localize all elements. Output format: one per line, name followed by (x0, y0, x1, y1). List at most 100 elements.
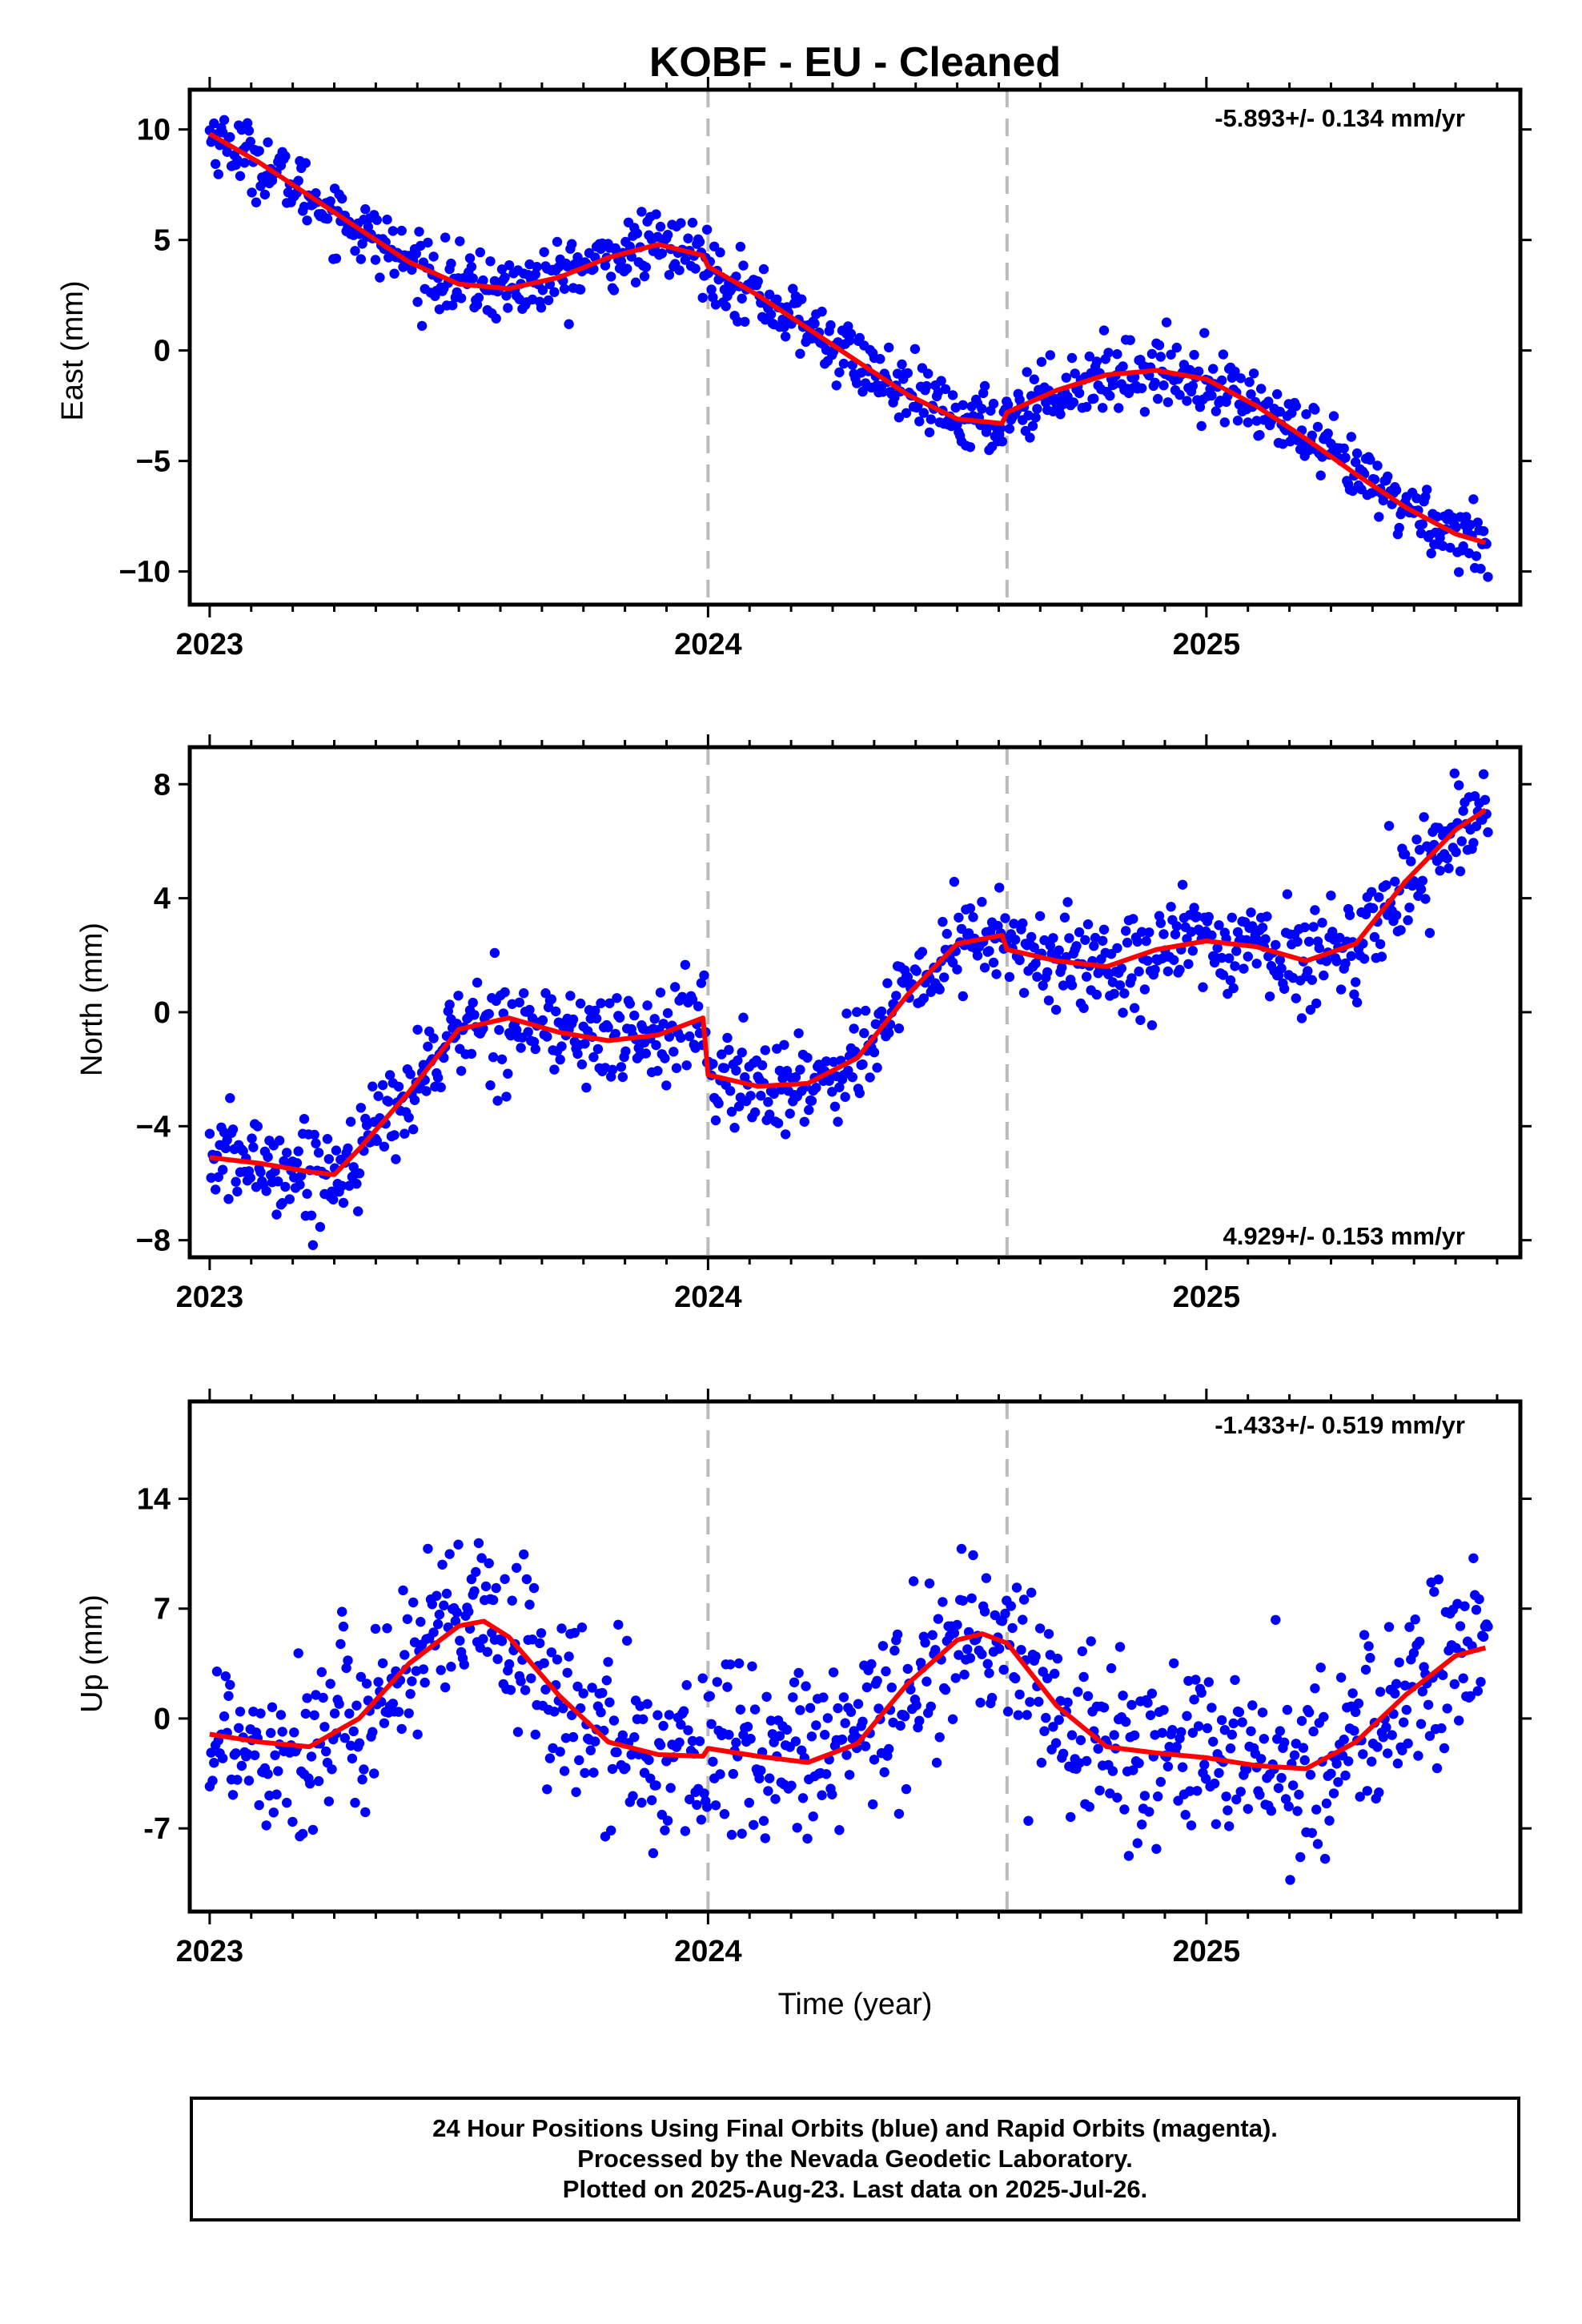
east-data-point (411, 248, 421, 259)
up-data-point (444, 1549, 455, 1559)
north-data-point (1375, 939, 1386, 950)
up-data-point (1016, 1645, 1026, 1655)
north-data-point (408, 1124, 419, 1135)
up-data-point (396, 1723, 407, 1735)
east-data-point (1105, 391, 1115, 401)
up-data-point (646, 1795, 657, 1806)
up-data-point (418, 1664, 429, 1675)
up-data-point (521, 1574, 532, 1585)
north-data-point (1442, 853, 1452, 864)
north-data-point (1030, 958, 1041, 969)
north-data-point (1189, 903, 1199, 913)
up-data-point (606, 1825, 616, 1835)
up-data-point (562, 1667, 572, 1678)
east-data-point (1458, 541, 1468, 552)
up-plot-frame (187, 1399, 1523, 1914)
north-data-point (1303, 966, 1313, 976)
east-data-point (616, 255, 627, 267)
east-data-point (387, 226, 398, 236)
up-data-point (1169, 1658, 1179, 1669)
north-data-point (1216, 952, 1227, 963)
east-data-point (1029, 374, 1040, 384)
north-data-point (994, 883, 1005, 893)
north-data-point (756, 1091, 766, 1101)
up-data-point (576, 1622, 588, 1633)
up-data-point (1219, 1725, 1231, 1735)
north-data-point (942, 928, 953, 939)
up-data-point (934, 1732, 945, 1743)
up-data-point (749, 1704, 761, 1715)
up-data-point (617, 1730, 628, 1740)
up-data-point (496, 1636, 508, 1647)
east-data-point (997, 436, 1008, 447)
up-data-point (334, 1699, 344, 1709)
east-data-point (245, 136, 255, 147)
east-data-point (1246, 389, 1256, 400)
north-data-point (763, 1096, 773, 1108)
up-data-point (886, 1683, 897, 1693)
up-data-point (756, 1765, 766, 1775)
up-data-point (476, 1553, 487, 1563)
up-data-point (1180, 1810, 1191, 1820)
up-data-point (1189, 1695, 1199, 1705)
up-data-point (866, 1659, 877, 1670)
up-data-point (568, 1731, 579, 1743)
up-data-point (1292, 1806, 1303, 1816)
east-data-point (831, 380, 842, 391)
north-data-point (484, 1008, 494, 1019)
up-data-point (235, 1707, 246, 1717)
north-data-point (624, 999, 635, 1009)
up-data-point (338, 1621, 349, 1632)
up-data-point (1039, 1726, 1050, 1736)
north-data-point (956, 923, 967, 935)
east-ytick-label: −10 (119, 556, 171, 589)
east-data-point (1369, 474, 1380, 485)
north-data-point (834, 1082, 845, 1093)
north-data-point (882, 978, 893, 988)
east-data-point (300, 158, 311, 168)
up-data-point (1000, 1608, 1010, 1619)
up-data-point (719, 1809, 730, 1819)
up-data-point (977, 1649, 987, 1659)
north-data-point (306, 1210, 317, 1221)
up-data-point (1073, 1687, 1083, 1697)
up-data-point (327, 1764, 337, 1775)
east-data-point (1187, 380, 1199, 391)
north-data-point (273, 1176, 283, 1187)
north-data-point (498, 1008, 508, 1019)
up-data-point (790, 1736, 801, 1747)
north-data-point (617, 1072, 628, 1083)
north-data-point (227, 1124, 239, 1135)
east-data-point (1185, 364, 1195, 376)
up-data-point (884, 1743, 894, 1755)
north-data-point (379, 1141, 390, 1152)
east-data-point (706, 284, 717, 295)
north-data-point (869, 1047, 880, 1058)
up-data-point (1279, 1737, 1290, 1747)
north-data-point (1351, 997, 1363, 1007)
up-data-point (676, 1719, 686, 1730)
up-data-point (305, 1779, 315, 1789)
north-data-point (699, 970, 709, 981)
up-data-point (731, 1737, 741, 1748)
north-data-point (1282, 889, 1293, 899)
east-data-point (1219, 417, 1231, 428)
up-data-point (367, 1727, 378, 1737)
north-data-point (1134, 966, 1144, 977)
east-data-point (1196, 420, 1207, 432)
east-data-point (1045, 350, 1056, 360)
up-data-point (432, 1590, 442, 1601)
north-data-point (1251, 959, 1262, 969)
east-data-point (622, 263, 632, 274)
up-data-point (1347, 1688, 1358, 1699)
up-data-point (1211, 1819, 1222, 1829)
east-data-point (247, 187, 257, 198)
up-data-point (427, 1599, 437, 1610)
north-data-point (693, 1001, 704, 1011)
east-data-point (1153, 393, 1163, 404)
north-data-point (1326, 891, 1336, 901)
up-data-point (860, 1741, 871, 1751)
up-data-point (300, 1708, 311, 1719)
east-data-point (781, 332, 791, 342)
up-data-point (266, 1727, 276, 1739)
